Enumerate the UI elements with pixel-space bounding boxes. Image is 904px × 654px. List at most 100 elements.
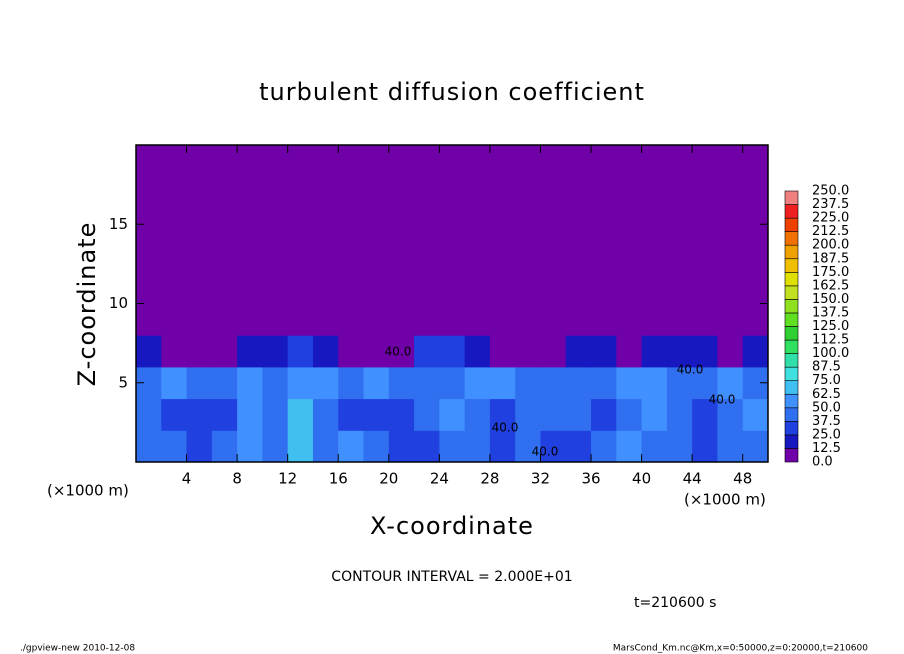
field-cell	[262, 240, 289, 273]
y-axis-label: Z-coordinate	[73, 222, 101, 387]
field-cell	[565, 271, 592, 304]
colorbar-label: 25.0	[812, 427, 841, 442]
field-cell	[338, 430, 365, 463]
field-cell	[363, 145, 390, 178]
contour-label: 40.0	[532, 445, 559, 459]
field-cell	[591, 176, 617, 209]
field-cell	[414, 335, 440, 368]
field-cell	[439, 208, 466, 241]
field-cell	[287, 398, 314, 431]
field-cell	[616, 176, 643, 209]
colorbar-label: 37.5	[812, 414, 841, 429]
field-cell	[186, 430, 213, 463]
field-cell	[312, 145, 339, 178]
field-cell	[565, 145, 592, 178]
field-cell	[742, 430, 769, 463]
field-cell	[616, 430, 643, 463]
field-cell	[186, 145, 213, 178]
field-cell	[414, 176, 440, 209]
y-tick-label: 10	[109, 294, 128, 312]
field-cell	[363, 303, 390, 336]
field-cell	[338, 303, 365, 336]
field-cell	[515, 176, 541, 209]
field-cell	[287, 176, 314, 209]
colorbar-label: 75.0	[812, 373, 841, 388]
field-cell	[211, 366, 238, 400]
field-cell	[464, 176, 491, 209]
colorbar-box	[784, 393, 799, 409]
contour-interval: CONTOUR INTERVAL = 2.000E+01	[331, 569, 572, 585]
field-cell	[136, 398, 162, 431]
field-cell	[692, 366, 718, 400]
x-tick-label: 4	[182, 470, 192, 488]
colorbar-label: 62.5	[812, 387, 841, 402]
field-cell	[161, 176, 188, 209]
field-cell	[641, 430, 668, 463]
field-cell	[312, 208, 339, 241]
x-tick-label: 40	[632, 470, 651, 488]
field-cell	[312, 335, 339, 368]
field-cell	[464, 145, 491, 178]
field-cell	[161, 271, 188, 304]
field-cell	[565, 366, 592, 400]
field-cell	[464, 271, 491, 304]
colorbar-label: 187.5	[812, 251, 849, 266]
field-cell	[287, 303, 314, 336]
field-cell	[489, 398, 516, 431]
field-cell	[717, 240, 744, 273]
field-cell	[262, 145, 289, 178]
field-cell	[591, 430, 617, 463]
field-cell	[540, 145, 567, 178]
field-cell	[338, 366, 365, 400]
field-cell	[338, 145, 365, 178]
colorbar-box	[784, 312, 799, 327]
field-cell	[211, 240, 238, 273]
colorbar-label: 87.5	[812, 360, 841, 375]
field-cell	[136, 176, 162, 209]
field-cell	[338, 271, 365, 304]
field-cell	[439, 303, 466, 336]
field-cell	[742, 303, 769, 336]
field-cell	[312, 366, 339, 400]
field-cell	[489, 145, 516, 178]
field-cell	[312, 430, 339, 463]
field-cell	[692, 176, 718, 209]
field-cell	[666, 208, 693, 241]
field-cell	[489, 366, 516, 400]
field-cell	[616, 145, 643, 178]
field-cell	[237, 335, 263, 368]
colorbar-label: 237.5	[812, 197, 849, 212]
colorbar-box	[784, 190, 799, 205]
field-cell	[363, 398, 390, 431]
field-cell	[439, 271, 466, 304]
field-cell	[414, 303, 440, 336]
field-cell	[717, 271, 744, 304]
field-cell	[237, 240, 263, 273]
field-cell	[616, 271, 643, 304]
field-cell	[692, 303, 718, 336]
field-cell	[363, 366, 390, 400]
field-cell	[388, 240, 415, 273]
field-cell	[439, 398, 466, 431]
field-cell	[262, 208, 289, 241]
field-cell	[161, 335, 188, 368]
colorbar-box	[784, 339, 799, 354]
x-tick-label: 48	[733, 470, 752, 488]
field-cell	[666, 271, 693, 304]
field-cell	[641, 176, 668, 209]
colorbar-label: 225.0	[812, 211, 849, 226]
field-cell	[414, 208, 440, 241]
field-cell	[338, 208, 365, 241]
field-cell	[388, 176, 415, 209]
field-cell	[312, 398, 339, 431]
field-cell	[211, 398, 238, 431]
field-cell	[464, 335, 491, 368]
field-cell	[161, 366, 188, 400]
field-cell	[186, 335, 213, 368]
colorbar-box	[784, 258, 799, 273]
field-cell	[591, 366, 617, 400]
field-cell	[388, 271, 415, 304]
field-cell	[237, 176, 263, 209]
field-cell	[338, 240, 365, 273]
field-cell	[439, 145, 466, 178]
